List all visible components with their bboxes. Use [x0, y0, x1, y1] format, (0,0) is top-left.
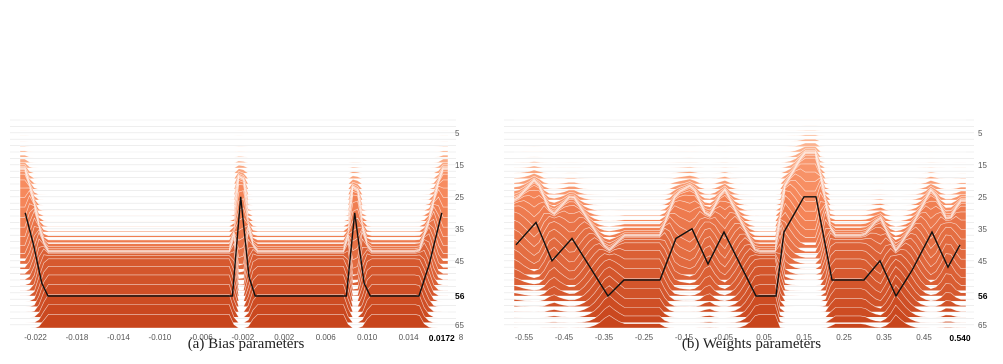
x-tick-label: 0.45: [916, 333, 932, 342]
weights-ridgeline-chart: -0.55 -0.45 -0.35 -0.25 -0.15 -0.05 0.05 0.15 0.…: [504, 119, 988, 343]
x-edge-tick-label: 8: [459, 333, 464, 342]
ridge-layer: [513, 314, 967, 329]
bias-ridgeline-chart: -0.022 -0.018 -0.014 -0.010 -0.006 -0.002 0.00…: [10, 119, 465, 343]
ridge-layer: [19, 168, 449, 190]
y-tick-label: 15: [455, 161, 464, 170]
bias-chart-panel: -0.022 -0.018 -0.014 -0.010 -0.006 -0.002 0.00…: [0, 0, 492, 364]
y-axis-ticks: 5 15 25 35 45 56 65: [978, 129, 988, 330]
y-tick-label: 25: [978, 193, 987, 202]
ridge-layer: [19, 164, 449, 174]
ridge-layer: [513, 151, 967, 169]
x-tick-label: -0.55: [515, 333, 534, 342]
y-tick-label: 65: [978, 321, 987, 330]
bias-chart-caption: (a) Bias parameters: [187, 336, 305, 352]
y-highlight-label: 56: [455, 291, 465, 301]
ridge-layer: [20, 314, 448, 329]
x-tick-label: -0.002: [231, 333, 254, 342]
y-tick-label: 15: [978, 161, 987, 170]
x-tick-label: 0.002: [274, 333, 295, 342]
highlight-step-line: [24, 196, 443, 297]
ridge-layer: [19, 150, 449, 153]
x-tick-label: -0.05: [715, 333, 734, 342]
x-tick-label: 0.006: [316, 333, 337, 342]
x-tick-label: 0.25: [836, 333, 852, 342]
ridge-layers: [513, 119, 967, 329]
ridge-layer: [513, 304, 967, 324]
ridge-layer: [19, 154, 449, 158]
ridge-layer: [19, 166, 449, 179]
ridge-layer: [513, 152, 967, 179]
weights-chart-panel: -0.55 -0.45 -0.35 -0.25 -0.15 -0.05 0.05 0.15 0.…: [500, 0, 1003, 364]
y-tick-label: 35: [455, 225, 464, 234]
x-tick-label: -0.45: [555, 333, 574, 342]
x-tick-label: 0.35: [876, 333, 892, 342]
y-tick-label: 5: [455, 129, 460, 138]
ridge-layer: [19, 188, 449, 227]
ridge-layer: [513, 150, 967, 164]
ridge-layer: [19, 169, 449, 201]
y-tick-label: 65: [455, 321, 464, 330]
x-tick-label: -0.35: [595, 333, 614, 342]
ridge-layer: [19, 171, 449, 206]
y-tick-label: 45: [455, 257, 464, 266]
ridge-layer: [513, 152, 967, 174]
ridge-layer: [513, 153, 967, 185]
weights-chart-caption: (b) Weights parameters: [681, 336, 822, 352]
ridge-layer: [19, 200, 449, 238]
ridge-layer: [514, 138, 966, 142]
ridge-layer: [19, 184, 449, 222]
y-axis-ticks: 5 15 25 35 45 56 65: [455, 129, 465, 330]
ridge-layer: [513, 155, 967, 190]
x-axis-ticks: -0.55 -0.45 -0.35 -0.25 -0.15 -0.05 0.05 0.15 0.…: [515, 333, 971, 343]
x-tick-label: -0.014: [107, 333, 130, 342]
ridge-layer: [514, 129, 966, 131]
x-axis-ticks: -0.022 -0.018 -0.014 -0.010 -0.006 -0.002 0.00…: [24, 333, 464, 343]
y-tick-label: 35: [978, 225, 987, 234]
ridge-layer: [19, 173, 449, 211]
ridge-layer: [514, 148, 966, 158]
ridge-layer: [514, 134, 966, 137]
x-tick-label: 0.014: [399, 333, 420, 342]
ridge-layer: [514, 146, 966, 153]
ridge-layer: [513, 294, 967, 318]
ridge-layer: [513, 163, 967, 201]
ridge-layer: [19, 158, 449, 163]
ridge-layer: [513, 168, 967, 206]
ridge-layer: [513, 284, 967, 313]
x-highlight-label: 0.0172: [429, 333, 455, 343]
ridge-layer: [19, 168, 449, 195]
x-tick-label: 0.010: [357, 333, 378, 342]
ridge-layer: [19, 162, 449, 169]
x-tick-label: -0.006: [190, 333, 213, 342]
x-highlight-label: 0.540: [949, 333, 971, 343]
ridge-layer: [514, 142, 966, 147]
x-tick-label: -0.018: [66, 333, 89, 342]
ridge-layer: [19, 179, 449, 217]
ridge-layers: [19, 119, 449, 329]
y-tick-label: 45: [978, 257, 987, 266]
x-tick-label: -0.25: [635, 333, 654, 342]
x-tick-label: -0.15: [675, 333, 694, 342]
x-tick-label: -0.010: [149, 333, 172, 342]
ridge-layer: [19, 145, 449, 147]
y-tick-label: 25: [455, 193, 464, 202]
y-highlight-label: 56: [978, 291, 988, 301]
x-tick-label: 0.15: [796, 333, 812, 342]
ridge-layer: [19, 167, 449, 185]
x-tick-label: -0.022: [24, 333, 47, 342]
highlight-step-line: [515, 196, 961, 298]
ridge-layer: [513, 157, 967, 195]
x-tick-label: 0.05: [756, 333, 772, 342]
y-tick-label: 5: [978, 129, 983, 138]
